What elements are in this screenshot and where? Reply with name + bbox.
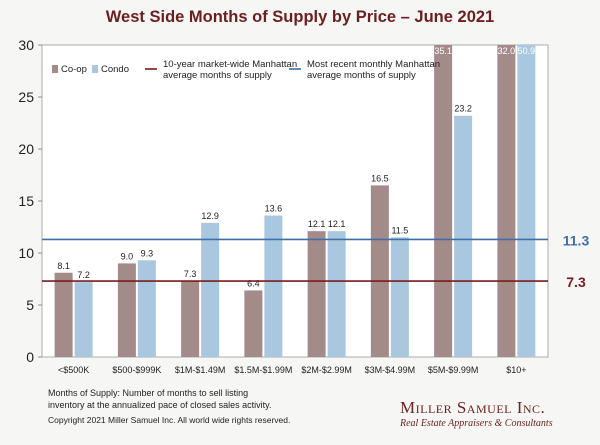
coop-bar — [181, 281, 200, 357]
condo-value-label: 11.5 — [391, 225, 408, 235]
legend-condo-label: Condo — [101, 64, 129, 75]
x-category-label: $5M-$9.99M — [428, 365, 479, 375]
legend-coop-label: Co-op — [61, 64, 87, 75]
legend-condo-swatch — [92, 65, 98, 73]
coop-bar — [370, 185, 389, 357]
x-category-label: $3M-$4.99M — [365, 365, 416, 375]
y-tick-label: 0 — [26, 349, 34, 365]
condo-value-label: 7.2 — [77, 270, 90, 280]
condo-value-label: 50.9 — [518, 46, 536, 56]
condo-bar — [517, 45, 536, 357]
condo-bar — [390, 237, 409, 357]
coop-value-label: 12.1 — [308, 219, 326, 229]
y-tick-label: 10 — [18, 245, 34, 261]
footnote-definition-line2: inventory at the annualized pace of clos… — [48, 400, 272, 410]
x-category-label: $10+ — [506, 365, 526, 375]
coop-value-label: 16.5 — [371, 173, 389, 183]
coop-bar — [117, 263, 136, 357]
condo-value-label: 23.2 — [454, 104, 472, 114]
x-category-label: $2M-$2.99M — [301, 365, 352, 375]
coop-bar — [497, 45, 516, 357]
y-tick-label: 5 — [26, 297, 34, 313]
coop-value-label: 9.0 — [121, 251, 134, 261]
y-tick-label: 25 — [18, 89, 34, 105]
footnote-definition-line1: Months of Supply: Number of months to se… — [48, 388, 249, 398]
y-tick-label: 15 — [18, 193, 34, 209]
brand-tagline: Real Estate Appraisers & Consultants — [400, 418, 553, 429]
condo-bar — [264, 215, 283, 357]
legend-ten-year-label: 10-year market-wide Manhattan average mon… — [163, 59, 297, 81]
chart-title: West Side Months of Supply by Price – Ju… — [106, 8, 494, 26]
condo-bar — [327, 231, 346, 357]
ten-year-average-value: 7.3 — [566, 274, 586, 290]
x-category-label: $1.5M-$1.99M — [234, 365, 292, 375]
copyright-text: Copyright 2021 Miller Samuel Inc. All wo… — [48, 415, 291, 425]
y-tick-label: 20 — [18, 141, 34, 157]
coop-value-label: 32.0 — [498, 46, 516, 56]
coop-value-label: 6.4 — [247, 278, 260, 288]
condo-value-label: 12.9 — [201, 211, 219, 221]
brand-name: Miller Samuel Inc. — [400, 398, 546, 417]
coop-value-label: 8.1 — [57, 261, 70, 271]
coop-bar — [307, 231, 326, 357]
y-tick-label: 30 — [18, 37, 34, 53]
x-category-label: $500-$999K — [112, 365, 161, 375]
recent-average-value: 11.3 — [563, 232, 590, 248]
condo-bar — [137, 260, 156, 357]
condo-bar — [454, 115, 473, 357]
condo-bar — [74, 282, 93, 357]
condo-value-label: 13.6 — [265, 204, 283, 214]
condo-value-label: 9.3 — [141, 248, 154, 258]
coop-value-label: 35.1 — [434, 46, 452, 56]
coop-bar — [54, 272, 73, 357]
legend-recent-label: Most recent monthly Manhattan average mon… — [307, 59, 440, 81]
coop-value-label: 7.3 — [184, 269, 197, 279]
x-category-label: $1M-$1.49M — [175, 365, 226, 375]
coop-bar — [244, 290, 263, 357]
condo-value-label: 12.1 — [328, 219, 346, 229]
coop-bar — [434, 45, 453, 357]
condo-bar — [201, 222, 220, 357]
x-category-label: <$500K — [58, 365, 89, 375]
legend-coop-swatch — [52, 65, 58, 73]
